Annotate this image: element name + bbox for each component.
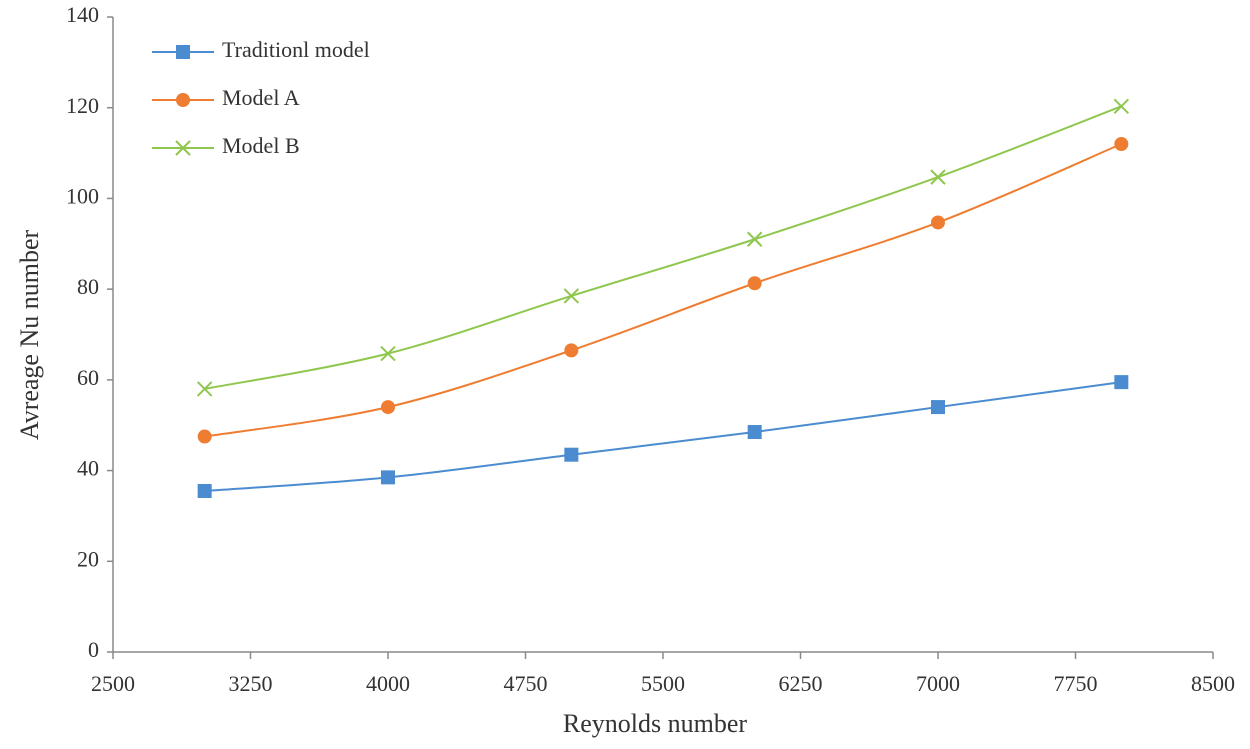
data-point xyxy=(197,483,212,498)
y-axis-title: Avreage Nu number xyxy=(15,229,44,440)
data-point xyxy=(931,215,945,230)
y-tick-label: 20 xyxy=(77,546,99,571)
data-point xyxy=(931,400,945,415)
y-tick-label: 100 xyxy=(66,183,99,208)
legend-marker xyxy=(175,140,191,156)
data-point xyxy=(196,381,213,397)
x-tick-label: 4000 xyxy=(366,671,410,696)
data-point xyxy=(1114,137,1129,151)
x-tick-label: 3250 xyxy=(229,671,273,696)
series-line xyxy=(204,381,1122,492)
y-tick-label: 60 xyxy=(77,365,99,390)
data-point xyxy=(930,169,946,185)
y-tick-label: 120 xyxy=(66,93,99,118)
x-tick-label: 4750 xyxy=(504,671,548,696)
data-point xyxy=(564,343,579,358)
data-point xyxy=(747,425,762,440)
legend-marker xyxy=(176,45,190,59)
x-axis-title: Reynolds number xyxy=(563,709,747,738)
x-tick-label: 6250 xyxy=(779,671,823,696)
data-point xyxy=(747,276,762,291)
legend-label: Traditionl model xyxy=(222,37,370,62)
x-tick-label: 7000 xyxy=(916,671,960,696)
data-point xyxy=(746,231,763,247)
data-point xyxy=(1114,375,1129,390)
x-tick-label: 5500 xyxy=(641,671,685,696)
data-point xyxy=(380,345,396,362)
x-tick-label: 8500 xyxy=(1191,671,1235,696)
legend-marker xyxy=(176,93,190,107)
data-point xyxy=(197,429,212,444)
data-point xyxy=(564,447,579,462)
data-point xyxy=(381,470,395,485)
legend-label: Model A xyxy=(222,85,300,110)
series-line xyxy=(204,143,1122,438)
x-tick-label: 2500 xyxy=(91,671,135,696)
data-point xyxy=(1113,98,1130,115)
y-tick-label: 0 xyxy=(88,637,99,662)
legend-label: Model B xyxy=(222,133,300,158)
data-point xyxy=(381,400,395,415)
series-line xyxy=(204,105,1122,390)
y-tick-label: 140 xyxy=(66,2,99,27)
x-tick-label: 7750 xyxy=(1054,671,1098,696)
data-point xyxy=(563,288,580,304)
y-tick-label: 40 xyxy=(77,456,99,481)
y-tick-label: 80 xyxy=(77,274,99,299)
